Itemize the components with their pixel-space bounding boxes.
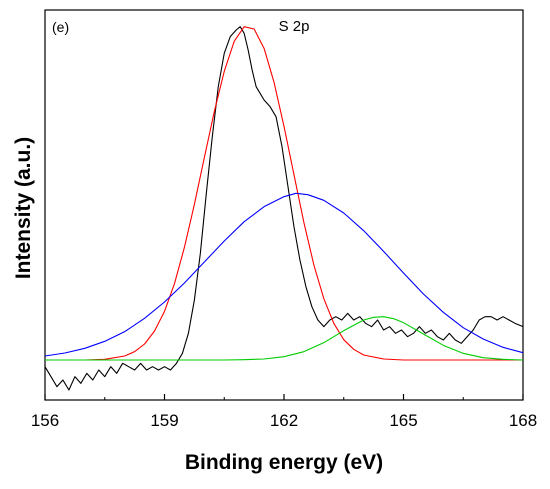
x-tick-label-3: 162 [270,411,298,430]
panel-label: (e) [52,19,69,35]
series-layer [44,26,524,391]
chart-title: S 2p [279,18,310,35]
series-line-3 [44,192,524,357]
series-line-1 [44,26,524,391]
x-axis-label: Binding energy (eV) [185,451,383,474]
series-line-4 [45,316,524,361]
x-tick-label-5: 168 [509,411,537,430]
x-tick-label-4: 165 [389,411,417,430]
series-line-2 [45,26,523,361]
y-axis-label: Intensity (a.u.) [12,137,35,279]
plot-frame [44,9,524,401]
x-tick-label-2: 159 [150,411,178,430]
x-tick-label-1: 156 [31,411,59,430]
tick-layer: 156 159 162 165 168 [31,394,537,430]
